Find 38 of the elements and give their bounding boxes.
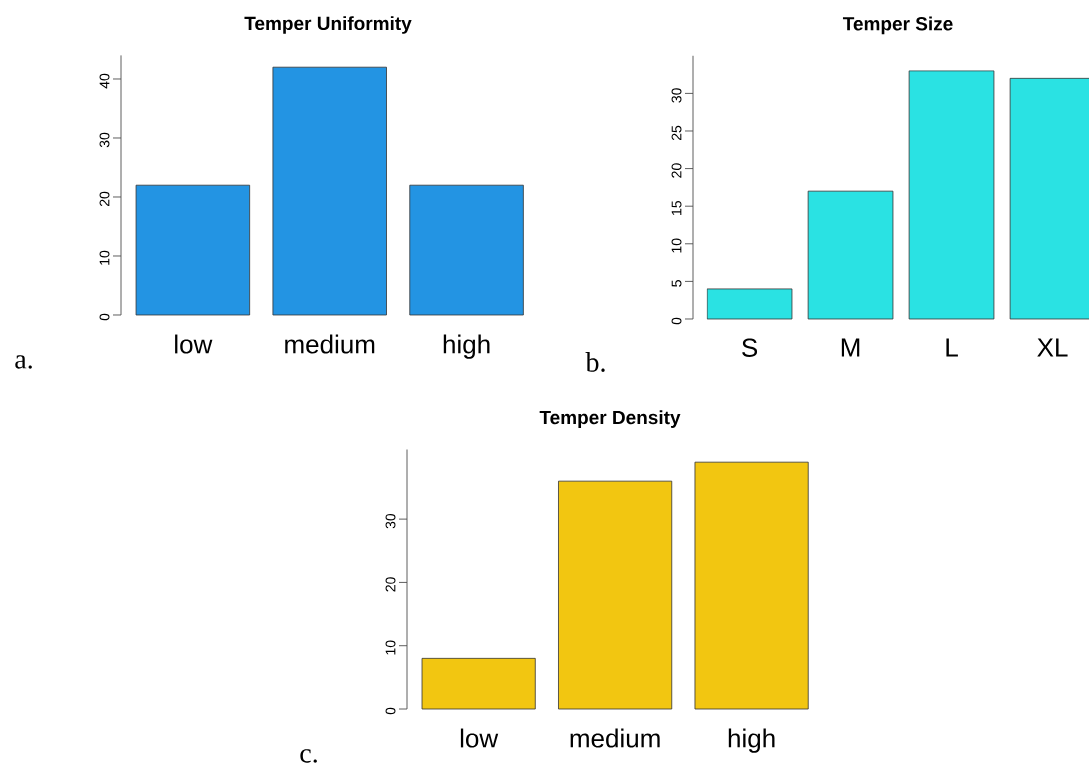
chart-title: Temper Uniformity	[244, 16, 412, 34]
y-tick-label: 10	[385, 640, 396, 655]
text: b.	[585, 352, 605, 372]
bar	[558, 480, 673, 710]
y-tick-label: 5	[671, 280, 682, 287]
bar	[694, 461, 809, 710]
text: a.	[15, 355, 32, 369]
bar	[421, 657, 536, 710]
y-tick-label: 0	[385, 707, 396, 715]
y-tick-label: 25	[671, 125, 682, 141]
y-tick-label: 10	[99, 250, 110, 265]
x-tick-label: low	[175, 334, 213, 354]
x-tick-label: medium	[570, 728, 660, 748]
y-tick-label: 30	[99, 132, 110, 148]
y-tick-label: 0	[671, 317, 682, 325]
x-tick-label: high	[443, 334, 490, 359]
y-tick-label: 0	[99, 313, 110, 321]
y-tick-label: 30	[385, 513, 396, 529]
text: c.	[300, 749, 317, 763]
y-tick-label: 40	[99, 73, 110, 89]
y-tick-label: 20	[671, 163, 682, 178]
x-tick-label: M	[841, 338, 860, 357]
x-tick-label: high	[728, 728, 775, 753]
y-tick-label: 15	[671, 201, 682, 215]
y-tick-label: 10	[671, 238, 682, 253]
x-tick-label: S	[742, 338, 758, 357]
y-tick-label: 20	[385, 577, 396, 592]
chart-title: Temper Density	[539, 410, 681, 428]
y-tick-label: 20	[99, 191, 110, 207]
bar	[909, 70, 994, 319]
chart-title: Temper Size	[842, 16, 953, 35]
x-tick-label: low	[460, 728, 499, 748]
x-tick-label: medium	[285, 334, 375, 354]
x-tick-label: XL	[1037, 338, 1068, 357]
y-tick-label: 30	[671, 88, 682, 103]
bar	[808, 191, 893, 319]
x-tick-label: L	[946, 338, 958, 357]
bar	[707, 288, 792, 319]
